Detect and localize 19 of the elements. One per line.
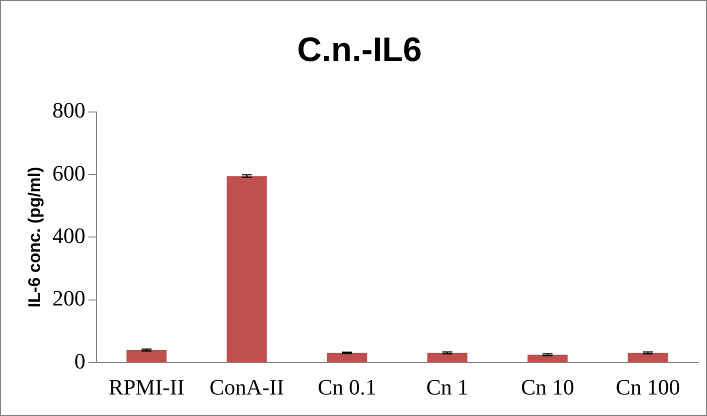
y-tick-label: 400 — [52, 222, 86, 248]
x-tick-label: Cn 1 — [426, 374, 468, 400]
x-tick-label: Cn 100 — [616, 374, 680, 400]
y-tick-label: 600 — [52, 160, 86, 186]
y-axis-title: IL-6 conc. (pg/ml) — [24, 166, 44, 308]
bar — [628, 352, 668, 362]
bar — [528, 354, 568, 362]
y-tick-label: 0 — [74, 348, 86, 374]
bar — [427, 352, 468, 362]
x-tick-label: RPMI-II — [108, 374, 184, 400]
bar — [126, 350, 167, 362]
x-tick-label: Cn 10 — [521, 374, 574, 400]
bar — [226, 176, 267, 362]
x-tick-label: Cn 0.1 — [318, 374, 376, 400]
y-tick-label: 800 — [52, 98, 86, 123]
chart-title: C.n.-IL6 — [297, 30, 422, 69]
bar — [327, 352, 368, 362]
y-tick-label: 200 — [52, 286, 86, 311]
x-tick-label: ConA-II — [210, 374, 284, 400]
